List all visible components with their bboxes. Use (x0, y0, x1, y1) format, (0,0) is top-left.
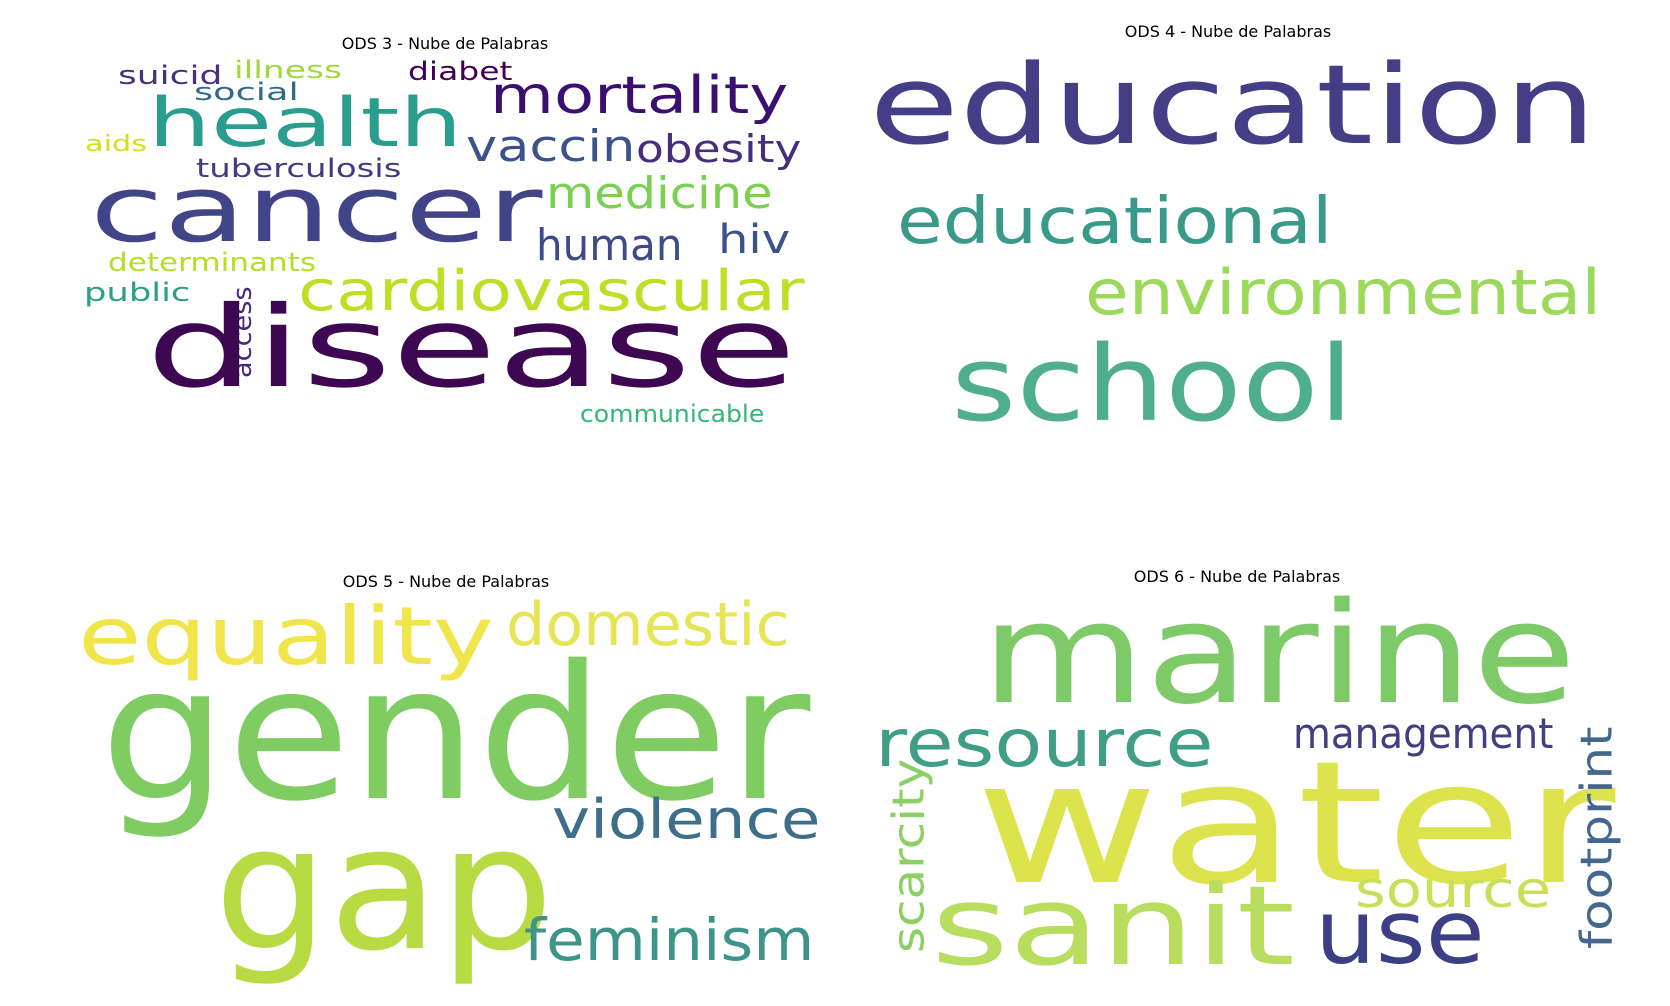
panel-title: ODS 4 - Nube de Palabras (1124, 22, 1332, 41)
word-aids: aids (85, 132, 148, 157)
wordcloud-panel-ods5: ODS 5 - Nube de Palabras equality domest… (0, 503, 835, 1006)
word-equality: equality (78, 590, 494, 683)
word-gender: gender (100, 625, 811, 842)
word-scarcity: scarcity (882, 758, 935, 953)
word-management: management (1293, 709, 1554, 758)
word-public: public (84, 278, 191, 308)
word-medicine: medicine (546, 168, 773, 219)
word-education: education (869, 41, 1597, 169)
word-diabet: diabet (408, 57, 513, 87)
word-school: school (951, 323, 1354, 445)
word-communicable: communicable (580, 400, 765, 428)
word-educational: educational (897, 185, 1333, 259)
word-illness: illness (234, 56, 342, 84)
wordcloud-panel-ods4: ODS 4 - Nube de Palabras education educa… (835, 0, 1670, 503)
word-disease: disease (146, 283, 797, 413)
word-violence: violence (552, 788, 821, 851)
word-source: source (1355, 861, 1552, 919)
word-vaccin: vaccin (466, 121, 636, 172)
wordcloud-panel-ods3: ODS 3 - Nube de Palabras suicid illness … (0, 0, 835, 503)
word-use: use (1315, 881, 1485, 984)
word-cancer: cancer (90, 156, 543, 263)
word-determinants: determinants (108, 248, 317, 278)
word-cardiovascular: cardiovascular (298, 259, 805, 324)
word-marine: marine (981, 573, 1577, 736)
word-health: health (148, 84, 463, 163)
word-hiv: hiv (718, 217, 791, 263)
word-domestic: domestic (506, 590, 790, 660)
word-human: human (536, 220, 683, 271)
wordcloud-panel-ods6: ODS 6 - Nube de Palabras marine resource… (835, 503, 1670, 1006)
word-feminism: feminism (524, 906, 815, 974)
word-environmental: environmental (1085, 256, 1602, 329)
word-social: social (194, 78, 299, 106)
word-resource: resource (875, 705, 1214, 782)
panel-title: ODS 3 - Nube de Palabras (341, 34, 549, 53)
word-mortality: mortality (490, 66, 789, 126)
panel-title: ODS 6 - Nube de Palabras (1133, 567, 1341, 586)
word-tuberculosis: tuberculosis (196, 154, 402, 184)
word-suicid: suicid (118, 61, 223, 91)
word-sanit: sanit (931, 862, 1296, 990)
panel-title: ODS 5 - Nube de Palabras (342, 572, 550, 591)
word-water: water (975, 725, 1616, 923)
word-footprint: footprint (1570, 726, 1623, 949)
word-gap: gap (214, 788, 554, 989)
word-obesity: obesity (636, 127, 802, 171)
